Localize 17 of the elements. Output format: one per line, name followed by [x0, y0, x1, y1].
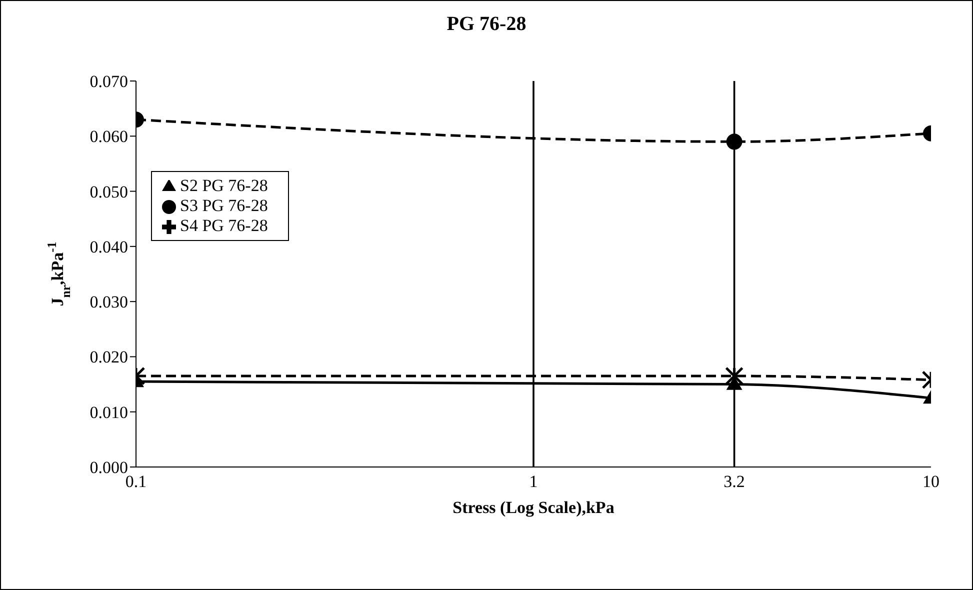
legend-label: S4 PG 76-28 [180, 216, 268, 235]
x-tick-label: 10 [922, 472, 940, 492]
x-tick-label: 1 [529, 472, 538, 492]
y-tick-label: 0.040 [90, 237, 128, 256]
y-tick-label: 0.030 [90, 292, 128, 312]
chart-title: PG 76-28 [446, 13, 528, 36]
y-tick-label: 0.000 [90, 458, 128, 478]
x-axis-title: Stress (Log Scale),kPa [452, 498, 615, 517]
y-tick-label: 0.060 [90, 127, 128, 146]
y-tick-label: 0.020 [90, 348, 128, 367]
x-tick-label: 0.1 [125, 472, 147, 492]
y-tick-label: 0.010 [90, 402, 128, 422]
x-tick-label: 3.2 [724, 472, 745, 492]
legend-label: S3 PG 76-28 [180, 196, 268, 215]
y-tick-label: 0.050 [90, 182, 128, 202]
legend-label: S2 PG 76-28 [180, 176, 268, 195]
y-tick-label: 0.070 [90, 72, 128, 92]
